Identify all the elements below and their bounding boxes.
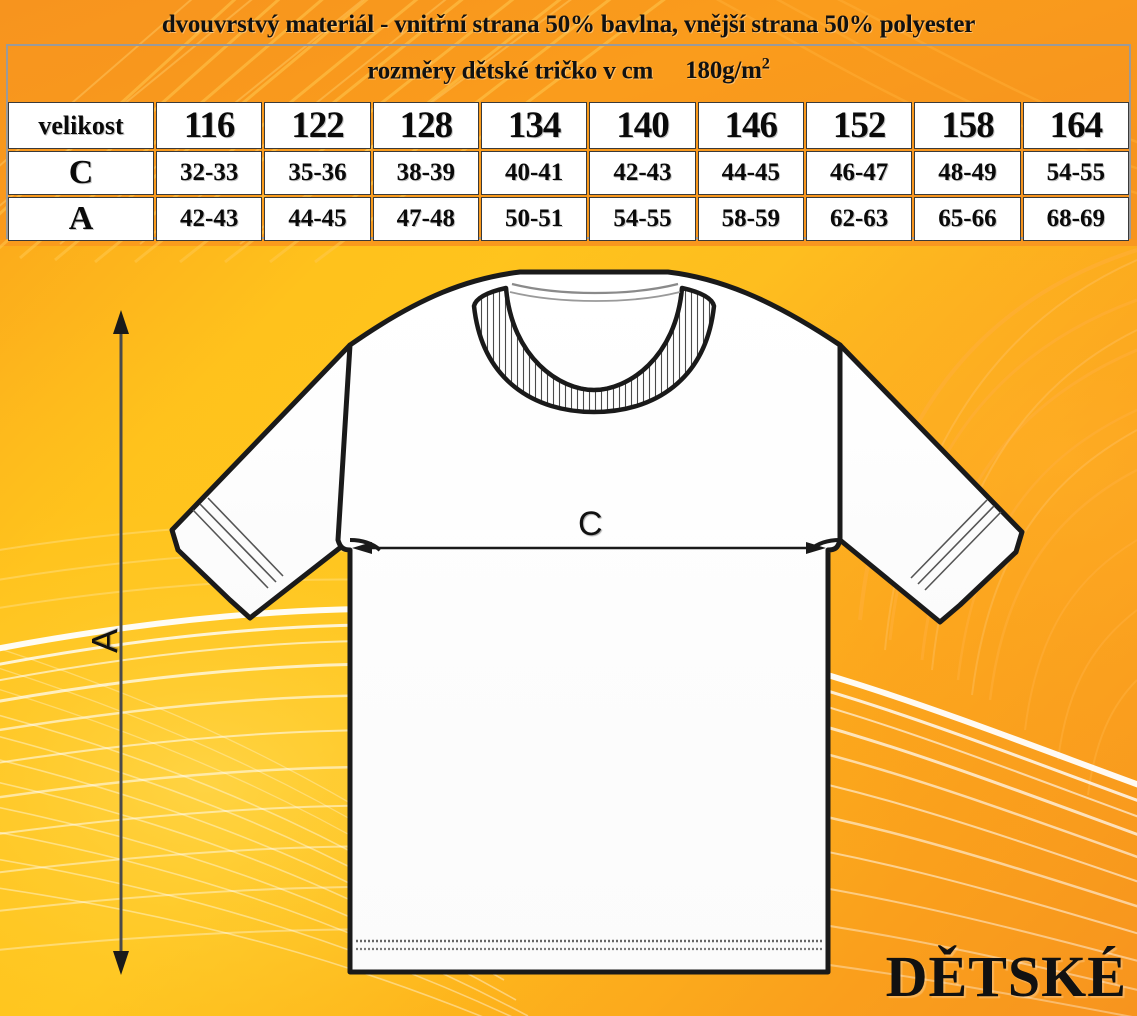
measure-label-C: C — [8, 151, 154, 195]
measure-A-158: 65-66 — [914, 197, 1021, 241]
measure-A-128: 47-48 — [372, 197, 479, 241]
chart-title-row: rozměry dětské tričko v cm 180g/m2 — [0, 55, 1137, 85]
size-header-146: 146 — [697, 102, 804, 149]
measure-A-146: 58-59 — [697, 197, 804, 241]
table-header-label: velikost — [8, 102, 154, 149]
material-description: dvouvrstvý materiál - vnitřní strana 50%… — [161, 11, 976, 38]
size-header-140: 140 — [589, 102, 696, 149]
measure-C-152: 46-47 — [805, 151, 913, 195]
right-sleeve — [837, 342, 1025, 625]
measure-A-116: 42-43 — [156, 197, 263, 241]
size-header-158: 158 — [914, 102, 1021, 149]
collar-ribbed — [471, 282, 717, 415]
length-dimension-label: A — [84, 628, 126, 654]
measure-A-152: 62-63 — [805, 197, 913, 241]
shirt-body — [335, 269, 843, 975]
measure-C-122: 35-36 — [264, 151, 371, 195]
measure-C-140: 42-43 — [589, 151, 696, 195]
size-header-116: 116 — [156, 102, 263, 149]
size-header-122: 122 — [264, 102, 371, 149]
size-header-134: 134 — [480, 102, 588, 149]
cuff-stitching — [192, 497, 284, 589]
measure-C-158: 48-49 — [914, 151, 1021, 195]
measure-C-146: 44-45 — [697, 151, 804, 195]
size-header-164: 164 — [1022, 102, 1129, 149]
measure-label-A: A — [8, 197, 154, 241]
size-table-frame: velikost 116 122 128 134 140 146 152 158 164 C 32-3… — [6, 44, 1131, 241]
measure-A-134: 50-51 — [480, 197, 588, 241]
width-dimension-arrow — [352, 542, 826, 554]
table-row: C 32-33 35-36 38-39 40-41 42-43 44-45 46-47 48-4… — [8, 151, 1129, 195]
measure-C-164: 54-55 — [1022, 151, 1129, 195]
cuff-stitching-right — [910, 499, 1002, 591]
table-row: A 42-43 44-45 47-48 50-51 54-55 58-59 62-63 65-6… — [8, 197, 1129, 241]
left-sleeve — [169, 342, 353, 621]
measure-A-164: 68-69 — [1022, 197, 1129, 241]
length-dimension-arrow — [113, 310, 129, 975]
size-table: velikost 116 122 128 134 140 146 152 158 164 C 32-3… — [6, 100, 1131, 243]
fabric-weight-exponent: 2 — [761, 55, 770, 73]
size-header-152: 152 — [805, 102, 913, 149]
measure-A-122: 44-45 — [264, 197, 371, 241]
fabric-weight: 180g/m2 — [685, 55, 770, 85]
width-dimension-label: C — [578, 505, 603, 543]
measure-A-140: 54-55 — [589, 197, 696, 241]
tshirt-diagram — [113, 269, 1025, 975]
fabric-weight-value: 180g/m — [685, 57, 762, 85]
measure-C-134: 40-41 — [480, 151, 588, 195]
chart-title: rozměry dětské tričko v cm — [367, 57, 654, 85]
size-header-128: 128 — [372, 102, 479, 149]
hem-stitching — [356, 939, 822, 951]
measure-C-116: 32-33 — [156, 151, 263, 195]
garment-outline — [169, 269, 1025, 975]
garment-category-label: DĚTSKÉ — [885, 944, 1127, 1009]
table-header-row: velikost 116 122 128 134 140 146 152 158 164 — [8, 102, 1129, 149]
measure-C-128: 38-39 — [372, 151, 479, 195]
